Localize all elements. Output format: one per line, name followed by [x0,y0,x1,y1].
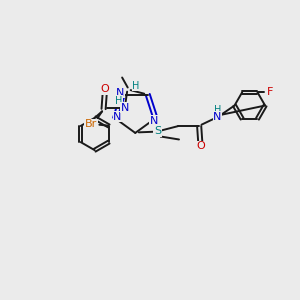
Text: S: S [154,126,161,136]
Text: Br: Br [85,119,97,130]
Text: O: O [196,141,205,151]
Text: F: F [267,87,273,97]
Text: N: N [213,112,222,122]
Text: O: O [100,84,109,94]
Text: N: N [121,103,129,112]
Text: N: N [113,112,122,122]
Text: H: H [132,81,140,91]
Text: H: H [115,96,122,106]
Text: H: H [214,105,221,115]
Text: N: N [116,88,124,98]
Text: N: N [149,116,158,126]
